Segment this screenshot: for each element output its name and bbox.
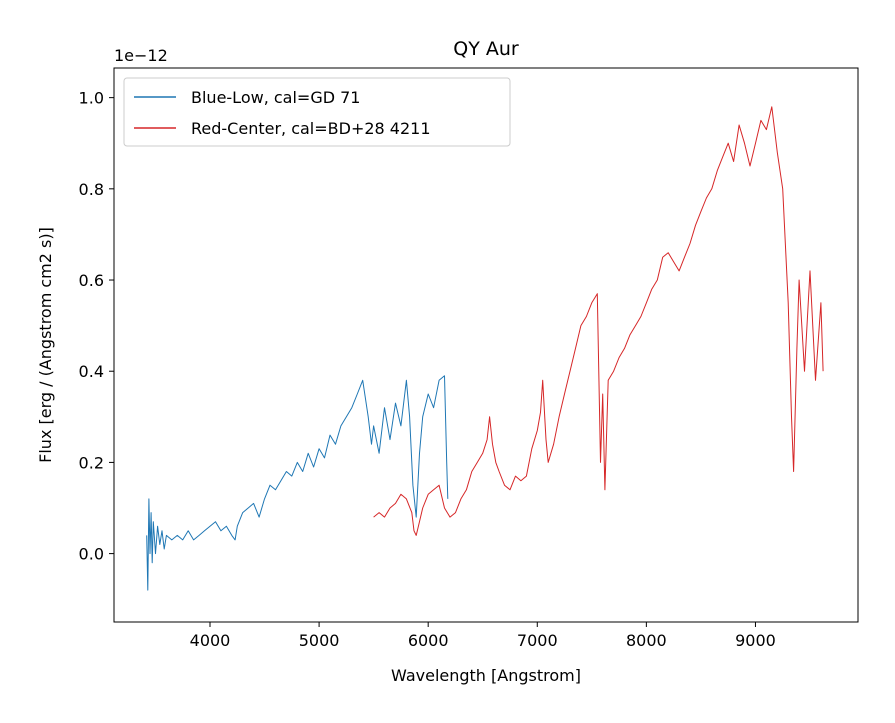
x-tick-label: 7000 — [517, 631, 558, 650]
y-tick-label: 0.2 — [79, 453, 104, 472]
y-tick-label: 0.6 — [79, 271, 104, 290]
y-offset-text: 1e−12 — [114, 46, 168, 65]
y-axis: 0.0 0.2 0.4 0.6 0.8 1.0 — [79, 89, 114, 564]
chart-title: QY Aur — [453, 38, 519, 60]
x-tick-label: 6000 — [408, 631, 449, 650]
legend-label-blue-low: Blue-Low, cal=GD 71 — [191, 88, 360, 107]
x-tick-label: 4000 — [190, 631, 231, 650]
x-axis-label: Wavelength [Angstrom] — [391, 666, 581, 685]
legend: Blue-Low, cal=GD 71 Red-Center, cal=BD+2… — [123, 77, 511, 147]
y-axis-label: Flux [erg / (Angstrom cm2 s)] — [36, 227, 55, 463]
x-tick-label: 5000 — [299, 631, 340, 650]
y-tick-label: 1.0 — [79, 89, 104, 108]
series-group — [146, 106, 824, 591]
y-tick-label: 0.0 — [79, 545, 104, 564]
legend-box — [123, 77, 511, 147]
series-line-1 — [373, 106, 824, 536]
legend-label-red-center: Red-Center, cal=BD+28 4211 — [191, 119, 431, 138]
y-tick-label: 0.8 — [79, 180, 104, 199]
series-line-0 — [146, 375, 449, 591]
plot-frame — [113, 67, 859, 623]
y-tick-label: 0.4 — [79, 362, 104, 381]
x-axis: 4000 5000 6000 7000 8000 9000 — [190, 622, 776, 650]
x-tick-label: 9000 — [735, 631, 776, 650]
x-tick-label: 8000 — [626, 631, 667, 650]
plot-area — [113, 67, 859, 623]
